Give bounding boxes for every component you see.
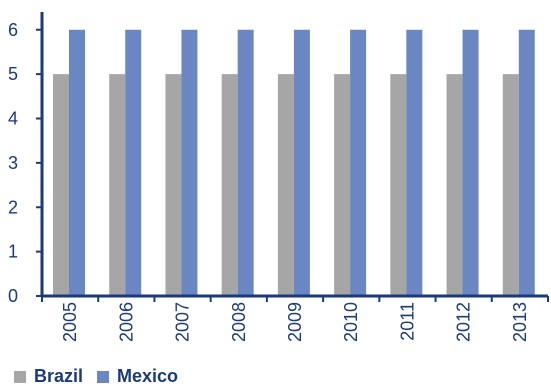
bar-brazil-2013 [502, 74, 519, 296]
bar-brazil-2012 [446, 74, 463, 296]
bar-mexico-2009 [293, 29, 310, 296]
x-tick-label-2011: 2011 [397, 302, 417, 341]
bar-mexico-2005 [69, 29, 85, 296]
bar-mexico-2013 [518, 29, 535, 296]
y-tick-label-6: 6 [8, 20, 18, 40]
x-tick-label-2013: 2013 [510, 302, 530, 342]
legend-item-mexico: Mexico [97, 366, 178, 387]
bar-mexico-2008 [237, 29, 254, 296]
y-tick-label-1: 1 [8, 242, 18, 262]
bar-brazil-2010 [334, 74, 351, 296]
x-tick-label-2009: 2009 [285, 302, 305, 342]
x-tick-label-2008: 2008 [229, 302, 249, 342]
bar-mexico-2007 [181, 29, 198, 296]
bar-brazil-2011 [390, 74, 407, 296]
bar-mexico-2010 [350, 29, 367, 296]
legend-swatch-brazil [14, 370, 26, 383]
bar-mexico-2012 [462, 29, 479, 296]
legend-label-brazil: Brazil [34, 366, 84, 386]
y-tick-label-0: 0 [8, 286, 18, 306]
bar-brazil-2008 [221, 74, 238, 296]
bar-brazil-2005 [53, 74, 69, 296]
bar-brazil-2009 [277, 74, 294, 296]
x-tick-label-2006: 2006 [116, 302, 136, 342]
bar-mexico-2011 [406, 29, 423, 296]
bar-brazil-2006 [109, 74, 126, 296]
x-tick-label-2005: 2005 [60, 302, 80, 342]
y-tick-label-5: 5 [8, 64, 18, 84]
legend-label-mexico: Mexico [117, 366, 179, 386]
bar-mexico-2006 [125, 29, 142, 296]
legend-item-brazil: Brazil [14, 366, 83, 387]
y-tick-label-4: 4 [8, 109, 18, 129]
chart-legend: Brazil Mexico [14, 366, 192, 387]
y-tick-label-2: 2 [8, 197, 18, 217]
y-tick-label-3: 3 [8, 153, 18, 173]
bar-brazil-2007 [165, 74, 182, 296]
legend-swatch-mexico [97, 370, 110, 383]
x-tick-label-2010: 2010 [341, 302, 361, 342]
x-tick-label-2012: 2012 [454, 302, 474, 342]
x-tick-label-2007: 2007 [173, 302, 193, 342]
